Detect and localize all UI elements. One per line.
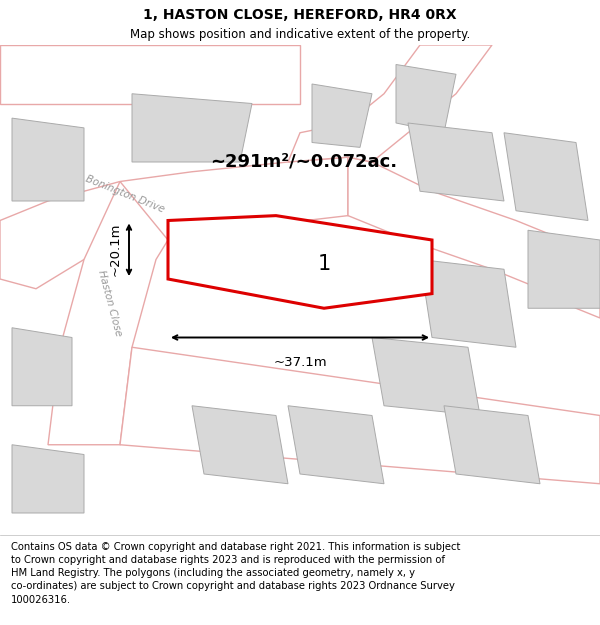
Polygon shape xyxy=(12,445,84,513)
Polygon shape xyxy=(312,84,372,148)
Polygon shape xyxy=(12,328,72,406)
Polygon shape xyxy=(0,157,348,289)
Polygon shape xyxy=(120,348,600,484)
Polygon shape xyxy=(504,132,588,221)
Polygon shape xyxy=(420,259,516,348)
Text: 1, HASTON CLOSE, HEREFORD, HR4 0RX: 1, HASTON CLOSE, HEREFORD, HR4 0RX xyxy=(143,8,457,22)
Text: Bonington Drive: Bonington Drive xyxy=(84,173,166,214)
Polygon shape xyxy=(168,216,432,308)
Text: ~37.1m: ~37.1m xyxy=(273,356,327,369)
Polygon shape xyxy=(528,230,600,308)
Polygon shape xyxy=(192,406,288,484)
Polygon shape xyxy=(48,181,168,445)
Text: Map shows position and indicative extent of the property.: Map shows position and indicative extent… xyxy=(130,28,470,41)
Text: ~291m²/~0.072ac.: ~291m²/~0.072ac. xyxy=(210,153,397,171)
Polygon shape xyxy=(288,45,492,162)
Polygon shape xyxy=(408,123,504,201)
Polygon shape xyxy=(396,64,456,132)
Polygon shape xyxy=(348,157,600,318)
Polygon shape xyxy=(12,118,84,201)
Polygon shape xyxy=(0,45,300,104)
Text: 1: 1 xyxy=(317,254,331,274)
Polygon shape xyxy=(132,94,252,162)
Text: ~20.1m: ~20.1m xyxy=(109,223,122,276)
Polygon shape xyxy=(444,406,540,484)
Polygon shape xyxy=(288,406,384,484)
Text: Contains OS data © Crown copyright and database right 2021. This information is : Contains OS data © Crown copyright and d… xyxy=(11,542,460,604)
Polygon shape xyxy=(372,338,480,416)
Text: Haston Close: Haston Close xyxy=(96,269,123,338)
